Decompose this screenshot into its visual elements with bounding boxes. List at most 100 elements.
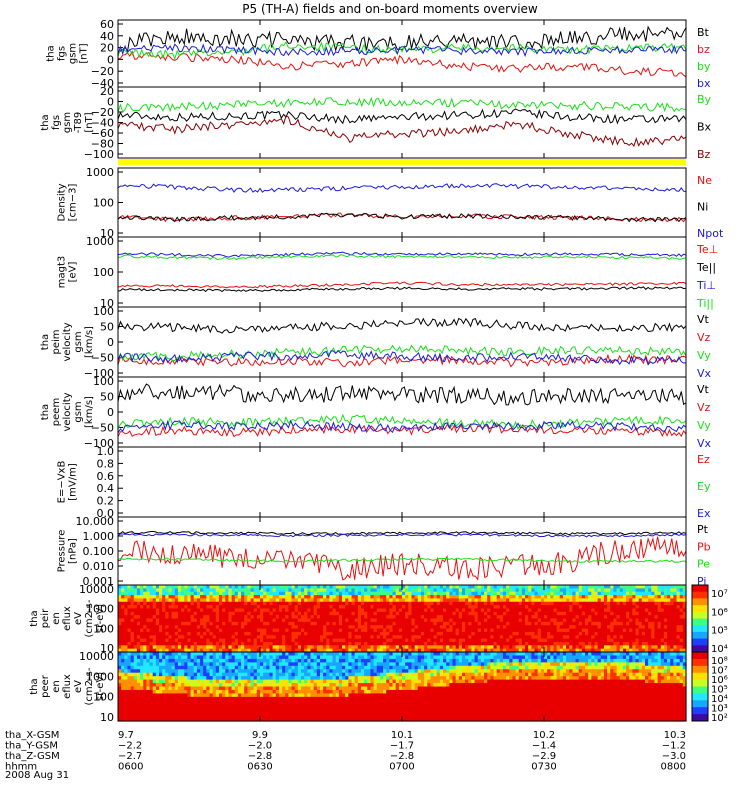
panel-frame bbox=[118, 87, 686, 158]
legend-entry: Ex bbox=[697, 507, 711, 520]
colorbar-segment bbox=[692, 585, 708, 592]
fgm-quality-bar bbox=[118, 159, 686, 165]
y-tick-label: 10.000 bbox=[76, 515, 115, 528]
y-axis-label: tha bbox=[46, 45, 57, 61]
y-axis-label: Density bbox=[57, 183, 68, 221]
y-tick-label: 10000 bbox=[79, 650, 114, 663]
y-axis-label: eV bbox=[73, 680, 84, 693]
y-tick-label: 0.010 bbox=[83, 560, 115, 573]
y-axis-label: peer bbox=[40, 674, 51, 698]
legend-entry: Vt bbox=[697, 383, 710, 396]
y-axis-label: tha bbox=[29, 678, 40, 694]
series-line-pt bbox=[118, 532, 686, 535]
y-axis-label: peim bbox=[51, 329, 62, 354]
y-tick-label: 0.100 bbox=[83, 545, 115, 558]
legend-entry: Vz bbox=[697, 331, 711, 344]
y-tick-label: 0 bbox=[107, 336, 114, 349]
legend-entry: Vy bbox=[697, 349, 711, 362]
y-axis-label: [eV] bbox=[68, 262, 79, 283]
legend-entry: Ey bbox=[697, 480, 711, 493]
y-axis-label: [nT] bbox=[84, 112, 95, 132]
series-line-vt bbox=[118, 384, 686, 405]
y-axis-label: fgs bbox=[57, 46, 68, 61]
panel-frame bbox=[118, 447, 686, 517]
legend-entry: Ti⊥ bbox=[696, 279, 716, 292]
series-line-ne bbox=[118, 213, 686, 222]
y-tick-label: 10000 bbox=[79, 583, 114, 596]
y-tick-label: −100 bbox=[84, 148, 114, 161]
y-tick-label: 100 bbox=[93, 305, 114, 318]
y-axis-label: (cm2-s- bbox=[84, 667, 95, 705]
colorbar-tick-label: 10⁴ bbox=[711, 644, 728, 655]
y-axis-label: velocity bbox=[62, 392, 73, 431]
colorbar-tick-label: 10⁵ bbox=[711, 626, 728, 637]
colorbar-segment bbox=[692, 605, 708, 612]
panel-frame bbox=[118, 237, 686, 307]
legend-entry: Ni bbox=[697, 201, 708, 214]
legend-entry: Pb bbox=[697, 540, 711, 553]
legend-entry: Ti|| bbox=[696, 297, 714, 310]
series-line-bz bbox=[118, 52, 686, 77]
legend-entry: Vx bbox=[697, 437, 712, 450]
y-axis-label: Pressure bbox=[57, 530, 68, 573]
legend-entry: bz bbox=[697, 43, 710, 56]
series-line-bx bbox=[118, 109, 686, 123]
y-tick-label: 0.8 bbox=[97, 457, 115, 470]
y-axis-label: [nT] bbox=[79, 43, 90, 63]
legend-entry: Bt bbox=[697, 26, 710, 39]
panel-8: 10.0001.0000.1000.0100.001Pressure[nPa]P… bbox=[57, 515, 711, 588]
colorbar-segment bbox=[692, 639, 708, 646]
y-tick-label: 0.4 bbox=[97, 482, 115, 495]
legend-entry: Bx bbox=[697, 121, 712, 134]
panel-frame bbox=[118, 168, 686, 237]
y-axis-label: tha bbox=[40, 334, 51, 350]
series-line-pb bbox=[118, 537, 686, 580]
y-tick-label: 10 bbox=[100, 711, 114, 724]
y-axis-label: tha bbox=[40, 404, 51, 420]
y-axis-label: [km/s] bbox=[84, 396, 95, 428]
legend-entry: By bbox=[697, 93, 712, 106]
legend-entry: Pe bbox=[697, 558, 710, 571]
y-tick-label: 50 bbox=[100, 391, 114, 404]
y-axis-label: E=−VxB bbox=[57, 461, 68, 504]
y-tick-label: 100 bbox=[93, 197, 114, 210]
y-tick-label: 1000 bbox=[86, 235, 114, 248]
series-line-vz bbox=[118, 355, 686, 367]
y-axis-label: gsm bbox=[73, 331, 84, 352]
y-axis-label: eflux bbox=[62, 606, 73, 631]
y-axis-label: -T89 bbox=[73, 112, 84, 134]
y-tick-label: 100 bbox=[93, 375, 114, 388]
legend-entry: Te⊥ bbox=[696, 243, 718, 256]
legend-entry: Vt bbox=[697, 313, 710, 326]
legend-entry: Vz bbox=[697, 401, 711, 414]
legend-entry: Ez bbox=[697, 453, 710, 466]
y-axis-label: en bbox=[51, 680, 62, 693]
series-line-by bbox=[118, 98, 686, 112]
colorbar-tick-label: 10⁶ bbox=[711, 607, 728, 618]
legend-entry: Pt bbox=[697, 523, 709, 536]
y-axis-label: sr-eV) bbox=[95, 604, 106, 633]
legend-entry: Te|| bbox=[696, 261, 716, 274]
colorbar-segment bbox=[692, 632, 708, 639]
y-axis-label: peem bbox=[51, 398, 62, 426]
y-tick-label: 1.0 bbox=[97, 445, 115, 458]
y-tick-label: 1.000 bbox=[83, 530, 115, 543]
y-tick-label: 50 bbox=[100, 321, 114, 334]
y-axis-label: magt3 bbox=[57, 256, 68, 289]
legend-entry: Bz bbox=[697, 148, 711, 161]
y-axis-label: (cm2-s- bbox=[84, 599, 95, 637]
series-line-pe bbox=[118, 558, 686, 562]
plot-title: P5 (TH-A) fields and on-board moments ov… bbox=[242, 2, 538, 16]
colorbar-segment bbox=[692, 592, 708, 599]
y-axis-label: peir bbox=[40, 608, 51, 628]
y-tick-label: 0 bbox=[107, 406, 114, 419]
y-axis-label: gsm bbox=[73, 401, 84, 422]
